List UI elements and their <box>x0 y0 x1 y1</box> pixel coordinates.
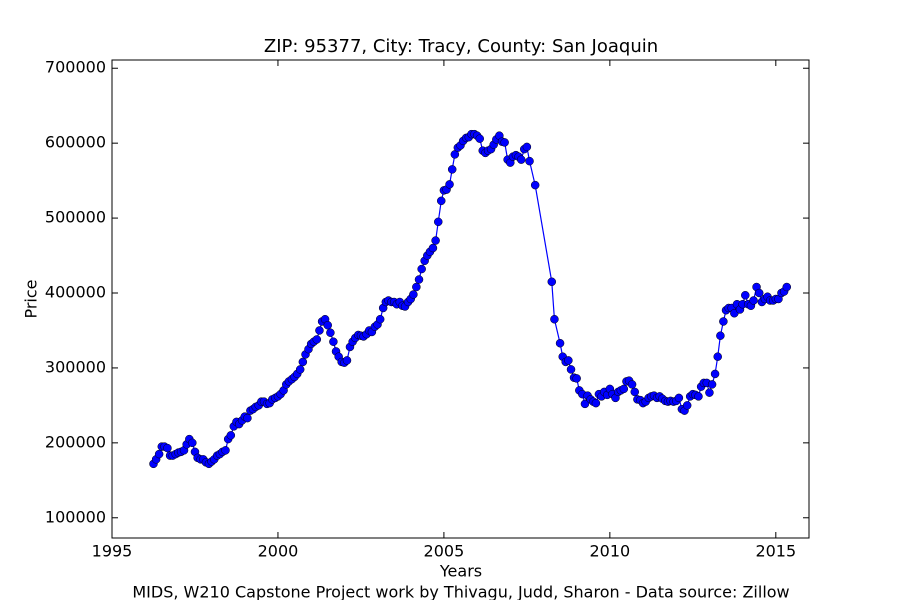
data-point <box>188 438 197 448</box>
data-point <box>315 326 324 335</box>
data-point <box>741 291 750 300</box>
data-point <box>630 387 639 397</box>
data-point <box>566 365 576 374</box>
data-point <box>782 282 792 292</box>
data-point <box>530 180 540 190</box>
data-point <box>445 180 454 189</box>
data-point <box>716 331 725 340</box>
data-point <box>409 290 418 299</box>
data-point <box>710 369 720 379</box>
chart-title: ZIP: 95377, City: Tracy, County: San Joa… <box>264 36 658 57</box>
y-tick-label: 100000 <box>45 507 106 526</box>
data-point <box>572 374 581 383</box>
y-tick-label: 200000 <box>45 432 106 451</box>
data-point <box>525 156 534 166</box>
data-point <box>412 282 421 292</box>
data-point <box>564 356 573 365</box>
x-axis-label: Years <box>439 562 482 581</box>
data-point <box>713 352 722 361</box>
plot-frame <box>111 59 810 539</box>
data-point <box>434 217 443 227</box>
data-point <box>221 446 230 455</box>
data-point <box>323 320 332 330</box>
data-point <box>719 317 728 326</box>
data-point <box>547 277 557 287</box>
y-tick-label: 400000 <box>45 283 106 302</box>
data-point <box>500 138 509 147</box>
y-tick-label: 300000 <box>45 357 106 376</box>
data-point <box>516 155 526 164</box>
data-point <box>682 401 692 410</box>
data-point <box>674 393 684 403</box>
data-point <box>749 296 758 305</box>
data-point <box>329 337 338 346</box>
data-point <box>154 449 164 459</box>
data-point <box>417 264 426 274</box>
data-point <box>298 357 308 367</box>
data-point <box>326 328 335 337</box>
data-point <box>555 338 565 348</box>
x-tick-label: 2015 <box>755 542 796 561</box>
x-tick-label: 1995 <box>92 542 133 561</box>
data-point <box>591 398 601 408</box>
y-tick-label: 500000 <box>45 208 106 227</box>
data-point <box>475 134 485 143</box>
data-point <box>550 314 559 324</box>
data-point <box>754 288 764 298</box>
data-point <box>627 380 637 389</box>
data-point <box>619 384 629 394</box>
data-point <box>580 399 590 409</box>
y-tick-label: 600000 <box>45 133 106 152</box>
data-point <box>705 388 714 397</box>
footer: MIDS, W210 Capstone Project work by Thiv… <box>132 583 789 600</box>
data-point <box>447 165 457 174</box>
data-point <box>431 236 440 245</box>
data-point <box>522 142 532 152</box>
data-point <box>342 356 352 365</box>
x-tick-label: 2010 <box>589 542 630 561</box>
data-point <box>375 314 385 324</box>
x-tick-label: 2005 <box>424 542 465 561</box>
data-point <box>312 335 322 344</box>
data-point <box>414 275 424 284</box>
data-point <box>707 380 717 389</box>
y-axis-label: Price <box>22 279 41 318</box>
data-point <box>295 365 305 374</box>
data-point <box>163 443 172 453</box>
data-point <box>436 196 446 206</box>
y-tick-label: 700000 <box>45 58 106 77</box>
x-tick-label: 2000 <box>258 542 299 561</box>
data-point <box>428 243 438 253</box>
data-point <box>243 413 252 423</box>
data-point <box>694 392 703 401</box>
data-point <box>226 431 236 440</box>
